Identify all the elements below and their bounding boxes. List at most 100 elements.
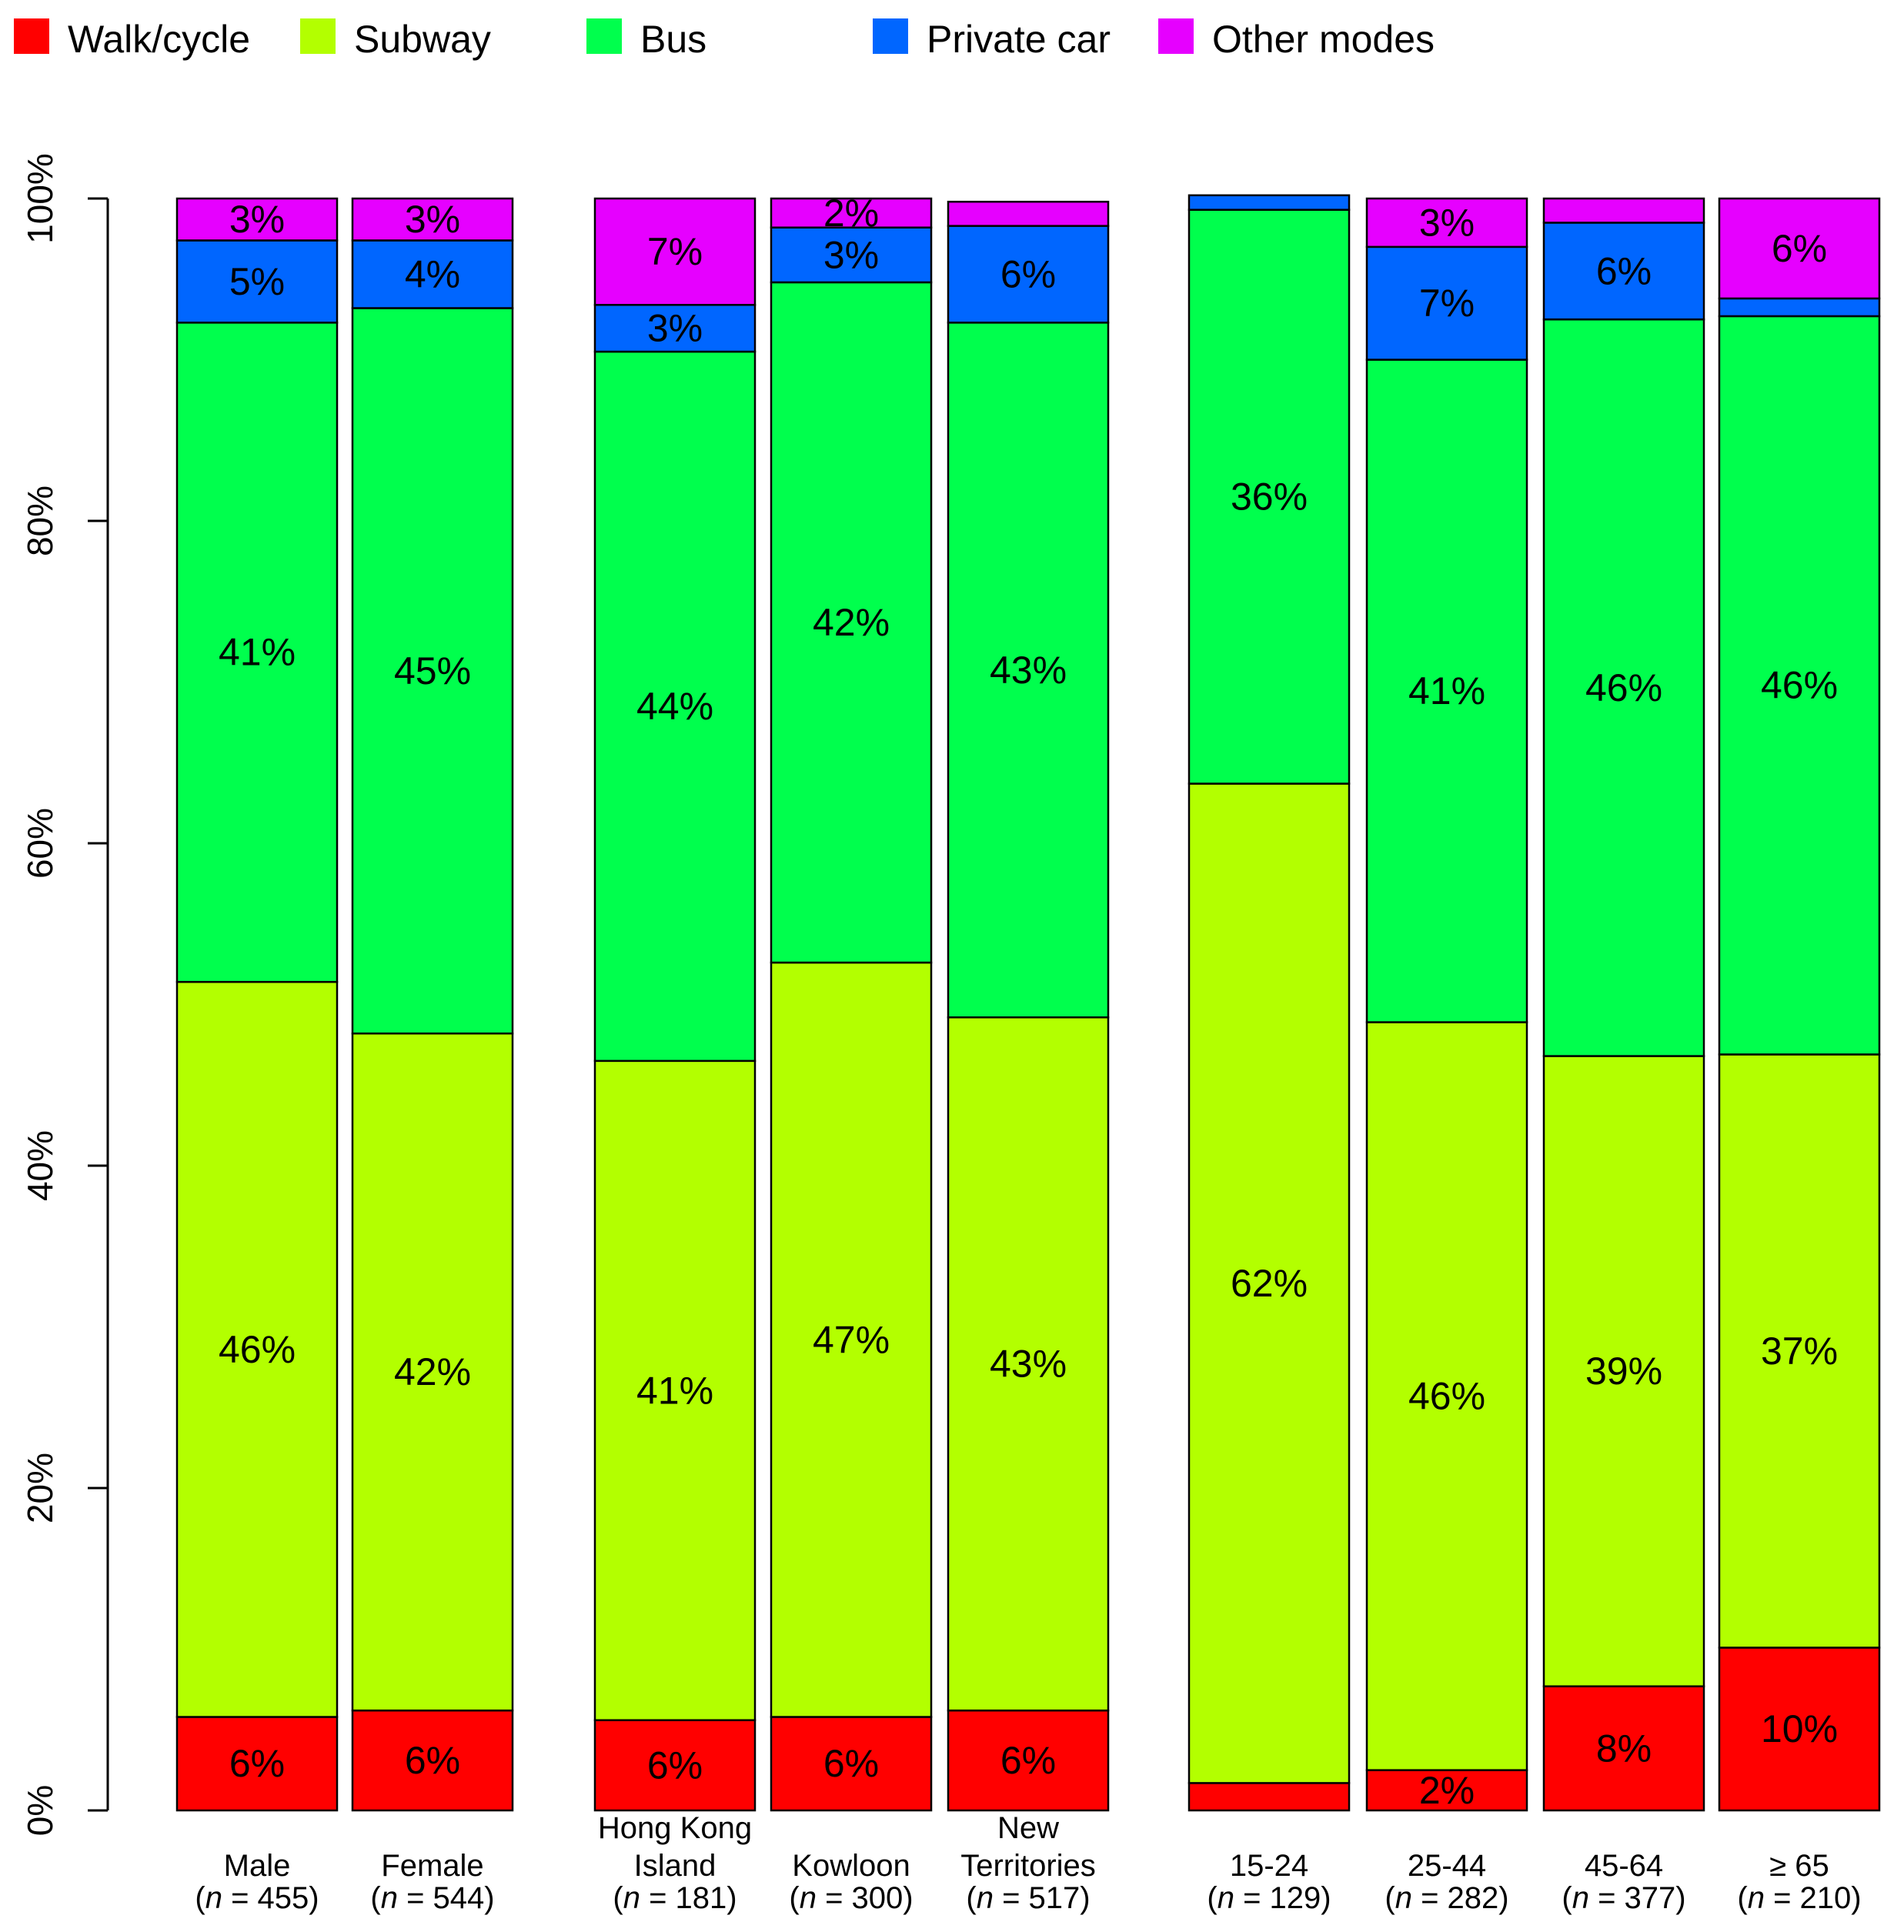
data-label: 7% (647, 230, 703, 273)
y-tick-label: 40% (20, 1130, 60, 1201)
bar-segment-bus (593, 350, 757, 1063)
data-label: 41% (1408, 669, 1485, 712)
bars: 6% 46% 41% 5% 3% 6% 42% 45% 4% 3% 6% 41% 44% 3% 7% 6% 47… (175, 192, 1881, 1812)
bar-segment-car (175, 239, 339, 324)
data-label: 6% (1000, 252, 1056, 295)
category-label: New (997, 1811, 1059, 1845)
bar-segment-other (175, 197, 339, 242)
legend-label-subway: Subway (354, 18, 491, 61)
bar-segment-bus (351, 307, 514, 1035)
y-tick-label: 60% (20, 808, 60, 879)
category-n-label: (n = 129) (1207, 1881, 1331, 1915)
y-tick-label: 80% (20, 486, 60, 556)
legend-label-car: Private car (927, 18, 1111, 61)
category-label: Territories (960, 1849, 1096, 1883)
bar-stack: 6% 47% 42% 3%2% (770, 192, 933, 1812)
bar-segment-other (593, 197, 757, 306)
data-label: 42% (394, 1350, 471, 1393)
bar-segment-car (351, 239, 514, 309)
y-tick-label: 100% (20, 153, 60, 244)
bar-stack: 6% 46% 41% 5% 3% (175, 197, 339, 1812)
bar-segment-bus (947, 322, 1110, 1019)
bar-segment-car (1718, 297, 1881, 318)
data-label: 43% (990, 1343, 1067, 1386)
bar-segment-subway (1365, 1021, 1528, 1771)
bar-segment-bus (1542, 318, 1705, 1057)
bar-segment-walk (593, 1719, 757, 1812)
data-label: 3% (405, 198, 460, 241)
data-label: 46% (1761, 664, 1838, 707)
bar-segment-bus (1718, 315, 1881, 1056)
bar-stack: 6% 42% 45% 4% 3% (351, 197, 514, 1812)
bar-segment-other (1365, 197, 1528, 249)
bar-segment-walk (1187, 1782, 1351, 1812)
data-label: 46% (219, 1328, 296, 1371)
data-label: 3% (823, 233, 879, 276)
bar-segment-car (1365, 245, 1528, 361)
category-label: 25-44 (1408, 1849, 1486, 1883)
legend-swatch-subway (300, 18, 336, 54)
category-n-label: (n = 544) (370, 1881, 494, 1915)
y-axis: 0% 20% 40% 60% 80% 100% (20, 153, 109, 1836)
bar-segment-subway (593, 1059, 757, 1721)
legend-swatch-car (873, 18, 908, 54)
legend-swatch-other (1158, 18, 1194, 54)
data-label: 45% (394, 649, 471, 692)
data-label: 6% (823, 1742, 879, 1785)
legend-label-bus: Bus (640, 18, 706, 61)
data-label: 44% (636, 685, 713, 728)
category-label: Kowloon (792, 1849, 910, 1883)
bar-segment-car (1187, 194, 1351, 211)
bar-segment-other (770, 197, 933, 229)
data-label: 8% (1596, 1727, 1652, 1770)
bar-segment-subway (947, 1016, 1110, 1712)
bar-segment-car (1542, 222, 1705, 321)
bar-segment-subway (1187, 782, 1351, 1784)
category-label: 15-24 (1230, 1849, 1308, 1883)
bar-stack: 6% 41% 44% 3% 7% (593, 197, 757, 1812)
legend-label-walk: Walk/cycle (68, 18, 250, 61)
bar-segment-walk (175, 1716, 339, 1812)
category-n-label: (n = 517) (966, 1881, 1090, 1915)
y-tick-label: 20% (20, 1453, 60, 1523)
bar-segment-subway (1542, 1055, 1705, 1687)
legend-swatch-walk (14, 18, 49, 54)
data-label: 37% (1761, 1330, 1838, 1373)
bar-segment-subway (1718, 1053, 1881, 1649)
data-label: 6% (1000, 1739, 1056, 1782)
bar-stack: 8% 39% 46% 6% (1542, 197, 1705, 1812)
data-label: 6% (1772, 227, 1827, 270)
data-label: 2% (823, 192, 879, 235)
data-label: 46% (1585, 666, 1662, 709)
bar-segment-other (1542, 197, 1705, 224)
data-label: 46% (1408, 1375, 1485, 1418)
data-label: 62% (1231, 1262, 1308, 1305)
legend-label-other: Other modes (1212, 18, 1435, 61)
legend: Walk/cycle Subway Bus Private car Other mode… (14, 18, 1435, 61)
y-tick-label: 0% (20, 1785, 60, 1836)
data-label: 5% (229, 260, 285, 303)
data-label: 43% (990, 649, 1067, 692)
bar-segment-walk (1718, 1647, 1881, 1812)
category-label: Hong Kong (598, 1811, 752, 1845)
data-label: 3% (229, 198, 285, 241)
bar-segment-bus (175, 322, 339, 983)
x-axis-labels: Male(n = 455) Female(n = 544) Hong Kong Isl… (195, 1811, 1861, 1915)
data-label: 41% (219, 631, 296, 674)
category-label: Male (224, 1849, 291, 1883)
category-n-label: (n = 282) (1385, 1881, 1508, 1915)
bar-segment-subway (770, 961, 933, 1718)
data-label: 3% (647, 307, 703, 350)
category-label: Female (381, 1849, 483, 1883)
category-n-label: (n = 377) (1562, 1881, 1685, 1915)
bar-stack: 2% 46% 41% 7% 3% (1365, 197, 1528, 1812)
category-n-label: (n = 181) (613, 1881, 737, 1915)
bar-segment-walk (1542, 1685, 1705, 1812)
bar-segment-other (1718, 197, 1881, 300)
bar-segment-walk (351, 1709, 514, 1812)
data-label: 7% (1419, 282, 1475, 325)
bar-segment-other (351, 197, 514, 242)
bar-stack: 10% 37% 46% 6% (1718, 197, 1881, 1812)
data-label: 6% (1596, 249, 1652, 292)
data-label: 6% (229, 1742, 285, 1785)
